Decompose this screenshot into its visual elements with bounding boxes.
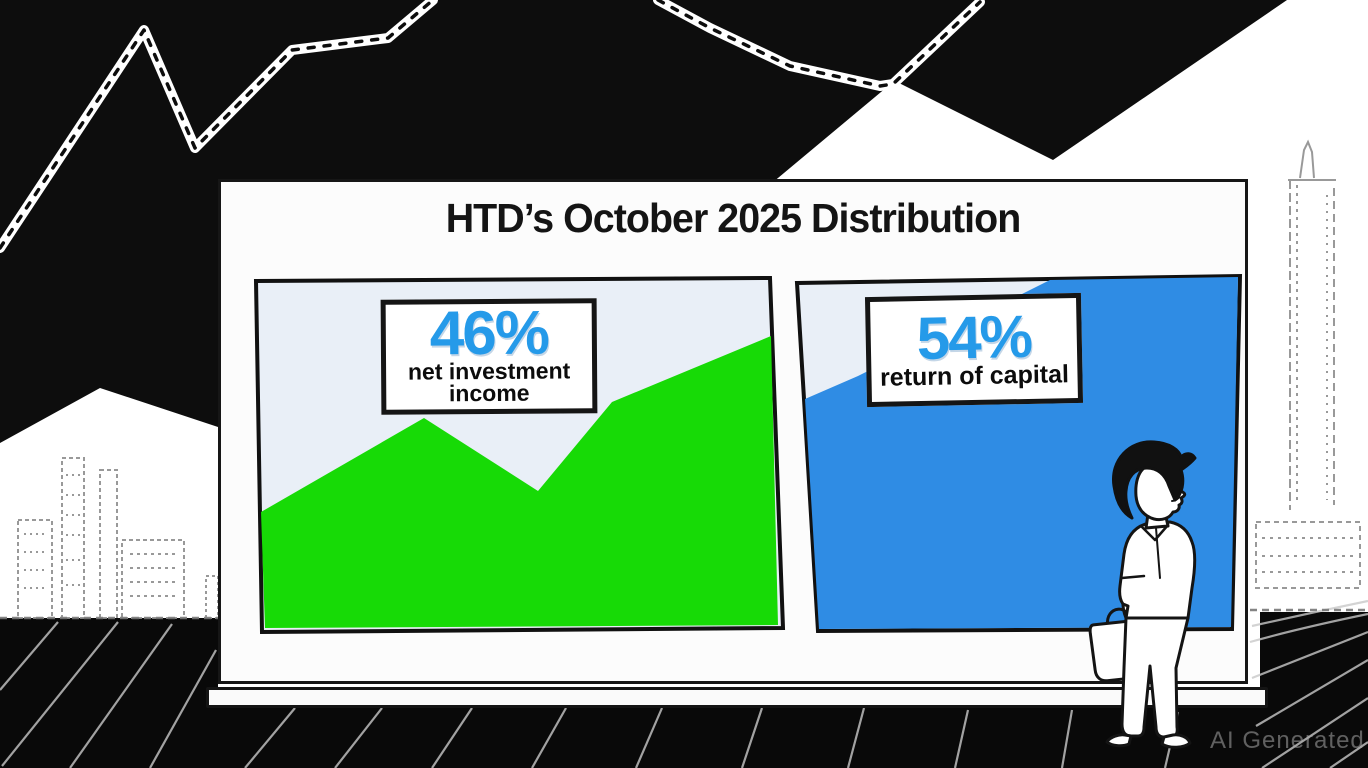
roc-percent: 54% (916, 302, 1032, 372)
board-title: HTD’s October 2025 Distribution (445, 195, 1022, 241)
right-skyscraper-sketch (1250, 139, 1368, 612)
backdrop-black-right-wedge (893, 0, 1287, 160)
nii-label-line2: income (448, 379, 530, 407)
person-hair (1112, 440, 1197, 520)
floor-plank-lines (0, 599, 1368, 768)
person-figure (1088, 440, 1197, 749)
roc-callout: 54% return of capital (864, 292, 1084, 408)
backdrop-black-left (0, 0, 980, 443)
floor (0, 612, 1368, 768)
nii-callout: 46% net investment income (380, 298, 598, 415)
ai-generated-watermark: AI Generated (1210, 727, 1365, 754)
nii-percent: 46% (429, 298, 549, 369)
person-shoe-front (1160, 733, 1192, 749)
person-shoe-back (1105, 733, 1133, 748)
hand-drawn-stock-line (0, 0, 985, 253)
nii-area-shape (261, 336, 778, 628)
person-pants (1120, 616, 1190, 739)
whiteboard-tray (206, 687, 1268, 708)
roc-label: return of capital (879, 359, 1070, 392)
